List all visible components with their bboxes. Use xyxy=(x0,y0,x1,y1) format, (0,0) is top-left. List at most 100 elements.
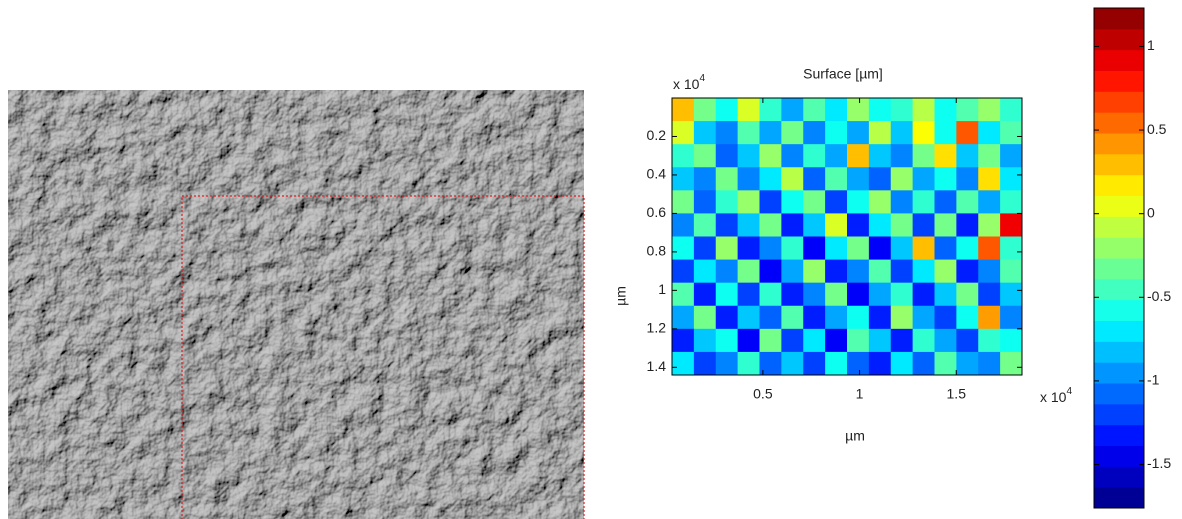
heat-cell xyxy=(716,329,738,353)
heat-cell xyxy=(869,144,891,168)
heat-cell xyxy=(825,329,847,353)
heat-cell xyxy=(781,352,803,376)
x-multiplier: x 104 xyxy=(1040,386,1072,405)
colorbar-band xyxy=(1094,196,1144,217)
heat-cell xyxy=(738,98,760,122)
heat-cell xyxy=(803,144,825,168)
heat-cell xyxy=(825,260,847,284)
heat-cell xyxy=(738,352,760,376)
heat-cell xyxy=(672,237,694,261)
heat-cell xyxy=(956,352,978,376)
heat-cell xyxy=(847,283,869,307)
heat-cell xyxy=(1000,144,1022,168)
heat-cell xyxy=(672,121,694,145)
heat-cell xyxy=(956,167,978,191)
heat-cell xyxy=(738,190,760,214)
y-tick-label: 1.4 xyxy=(647,358,667,374)
colorbar-band xyxy=(1094,404,1144,425)
heat-cell xyxy=(978,144,1000,168)
colorbar-tick-label: 1 xyxy=(1147,37,1155,53)
heat-cell xyxy=(716,121,738,145)
y-tick-label: 0.2 xyxy=(647,127,667,143)
colorbar-band xyxy=(1094,258,1144,279)
heat-cell xyxy=(803,121,825,145)
heat-cell xyxy=(738,237,760,261)
heat-cell xyxy=(803,213,825,237)
heat-cell xyxy=(781,167,803,191)
heat-cell xyxy=(891,213,913,237)
heat-cell xyxy=(913,98,935,122)
heat-cell xyxy=(825,213,847,237)
heat-cell xyxy=(760,144,782,168)
colorbar-band xyxy=(1094,362,1144,383)
heat-cell xyxy=(738,329,760,353)
heat-cell xyxy=(956,283,978,307)
heat-cell xyxy=(956,213,978,237)
y-multiplier-base: x 10 xyxy=(673,76,700,92)
heat-cell xyxy=(847,190,869,214)
heat-cell xyxy=(913,283,935,307)
heat-cell xyxy=(978,190,1000,214)
x-axis-label: µm xyxy=(845,428,865,444)
heat-cell xyxy=(869,98,891,122)
heat-cell xyxy=(738,144,760,168)
heat-cell xyxy=(869,167,891,191)
heat-cell xyxy=(694,260,716,284)
colorbar-tick-label: 0.5 xyxy=(1147,121,1167,137)
heat-cell xyxy=(978,167,1000,191)
heat-cell xyxy=(935,352,957,376)
heat-cell xyxy=(825,190,847,214)
colorbar-band xyxy=(1094,216,1144,237)
heat-cell xyxy=(869,306,891,330)
heat-cell xyxy=(978,283,1000,307)
heat-cell xyxy=(672,213,694,237)
heat-cell xyxy=(694,98,716,122)
heat-cell xyxy=(913,329,935,353)
heat-cell xyxy=(891,144,913,168)
colorbar-band xyxy=(1094,279,1144,300)
heat-cell xyxy=(694,306,716,330)
heat-cell xyxy=(913,213,935,237)
heat-cell xyxy=(672,329,694,353)
heat-cell xyxy=(1000,237,1022,261)
heat-cell xyxy=(956,329,978,353)
colorbar-band xyxy=(1094,237,1144,258)
heat-cell xyxy=(891,329,913,353)
heat-cell xyxy=(738,213,760,237)
heat-cell xyxy=(913,237,935,261)
colorbar-band xyxy=(1094,154,1144,175)
y-axis-label: µm xyxy=(613,286,629,306)
colorbar-band xyxy=(1094,91,1144,112)
heat-cell xyxy=(694,283,716,307)
colorbar-band xyxy=(1094,175,1144,196)
heat-cell xyxy=(803,329,825,353)
heat-cell xyxy=(672,190,694,214)
heat-cell xyxy=(935,283,957,307)
heat-cell xyxy=(869,237,891,261)
heat-cell xyxy=(738,121,760,145)
heat-cell xyxy=(716,260,738,284)
heat-cell xyxy=(672,306,694,330)
x-tick-label: 1 xyxy=(856,386,864,402)
heat-cell xyxy=(803,98,825,122)
y-multiplier: x 104 xyxy=(673,73,705,92)
colorbar-band xyxy=(1094,112,1144,133)
heat-cell xyxy=(891,260,913,284)
chart-title: Surface [µm] xyxy=(803,66,883,82)
heat-cell xyxy=(1000,283,1022,307)
colorbar-tick-label: -0.5 xyxy=(1147,288,1171,304)
colorbar-band xyxy=(1094,487,1144,508)
colorbar-band xyxy=(1094,300,1144,321)
colorbar-band xyxy=(1094,383,1144,404)
heat-cell xyxy=(672,167,694,191)
y-tick-label: 0.4 xyxy=(647,166,667,182)
heat-cell xyxy=(694,352,716,376)
heatmap xyxy=(672,98,1023,376)
heat-cell xyxy=(760,237,782,261)
heat-cell xyxy=(891,352,913,376)
heat-cell xyxy=(891,167,913,191)
heat-cell xyxy=(869,329,891,353)
y-tick-label: 1.2 xyxy=(647,320,667,336)
heat-cell xyxy=(869,260,891,284)
heat-cell xyxy=(716,213,738,237)
